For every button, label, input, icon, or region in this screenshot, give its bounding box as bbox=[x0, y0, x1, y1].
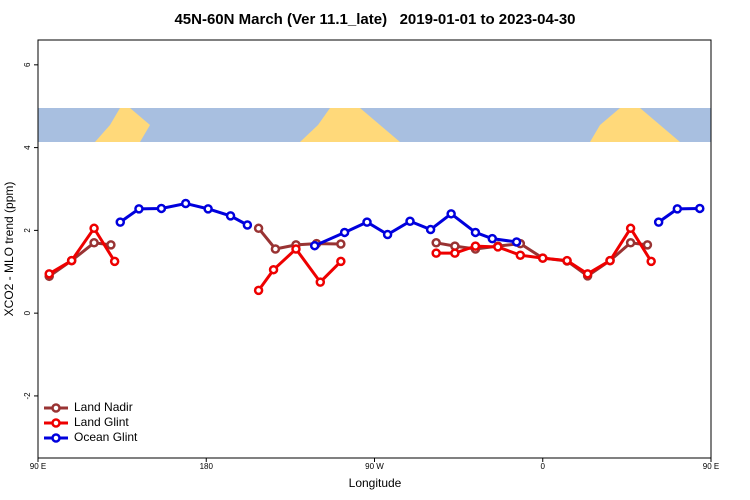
point bbox=[242, 220, 253, 230]
plot-frame bbox=[37, 39, 712, 459]
legend-label: Land Nadir bbox=[74, 400, 133, 414]
point bbox=[44, 269, 54, 279]
legend-marker bbox=[51, 433, 61, 443]
chart-title: 45N-60N March (Ver 11.1_late) 2019-01-01… bbox=[174, 11, 575, 28]
point bbox=[470, 241, 481, 251]
point bbox=[511, 237, 522, 247]
x-tick-label: 0 bbox=[541, 462, 546, 471]
point bbox=[450, 248, 460, 258]
point bbox=[268, 264, 279, 275]
point bbox=[89, 223, 99, 234]
series-line bbox=[48, 227, 648, 278]
y-axis-label: XCO2 - MLO trend (ppm) bbox=[2, 182, 16, 317]
point bbox=[446, 209, 456, 219]
point bbox=[562, 255, 572, 266]
point bbox=[309, 240, 320, 251]
x-tick-label: 90 E bbox=[30, 462, 46, 471]
point bbox=[362, 217, 372, 227]
legend-marker bbox=[51, 418, 61, 428]
x-tick-label: 90 E bbox=[703, 462, 719, 471]
point bbox=[431, 238, 441, 248]
y-tick-label: 6 bbox=[23, 62, 32, 67]
point bbox=[156, 203, 167, 214]
point bbox=[695, 203, 705, 214]
point bbox=[605, 255, 615, 266]
legend-marker bbox=[51, 403, 61, 413]
y-tick-label: 2 bbox=[23, 228, 32, 233]
point bbox=[336, 239, 346, 249]
y-tick-label: 4 bbox=[23, 145, 32, 150]
point bbox=[672, 204, 683, 214]
legend-label: Land Glint bbox=[74, 415, 129, 429]
point bbox=[405, 216, 415, 227]
point bbox=[487, 233, 498, 244]
point bbox=[253, 285, 264, 296]
y-tick-label: -2 bbox=[23, 392, 32, 400]
point bbox=[425, 224, 436, 235]
point bbox=[291, 244, 301, 254]
point bbox=[134, 204, 144, 214]
point bbox=[225, 211, 236, 221]
point bbox=[336, 256, 346, 267]
point bbox=[493, 242, 503, 252]
point bbox=[515, 250, 526, 260]
point bbox=[431, 248, 441, 258]
point bbox=[646, 256, 656, 267]
point bbox=[625, 223, 636, 234]
point bbox=[339, 227, 350, 238]
x-tick-label: 90 W bbox=[365, 462, 384, 471]
x-axis-label: Longitude bbox=[349, 476, 402, 490]
series-line bbox=[48, 225, 653, 292]
point bbox=[582, 269, 593, 279]
point bbox=[89, 238, 99, 248]
point bbox=[642, 240, 653, 250]
point bbox=[470, 227, 481, 238]
legend-label: Ocean Glint bbox=[74, 430, 138, 444]
point bbox=[653, 217, 664, 227]
point bbox=[625, 238, 636, 248]
point bbox=[180, 198, 191, 209]
point bbox=[315, 277, 326, 287]
point bbox=[538, 253, 548, 263]
point bbox=[253, 223, 264, 234]
point bbox=[115, 217, 126, 227]
x-tick-label: 180 bbox=[200, 462, 214, 471]
point bbox=[106, 240, 116, 250]
point bbox=[270, 244, 281, 254]
map-strip bbox=[38, 108, 711, 142]
point bbox=[66, 255, 77, 266]
point bbox=[109, 256, 120, 267]
point bbox=[382, 229, 393, 240]
point bbox=[203, 204, 213, 214]
y-tick-label: 0 bbox=[23, 310, 32, 315]
